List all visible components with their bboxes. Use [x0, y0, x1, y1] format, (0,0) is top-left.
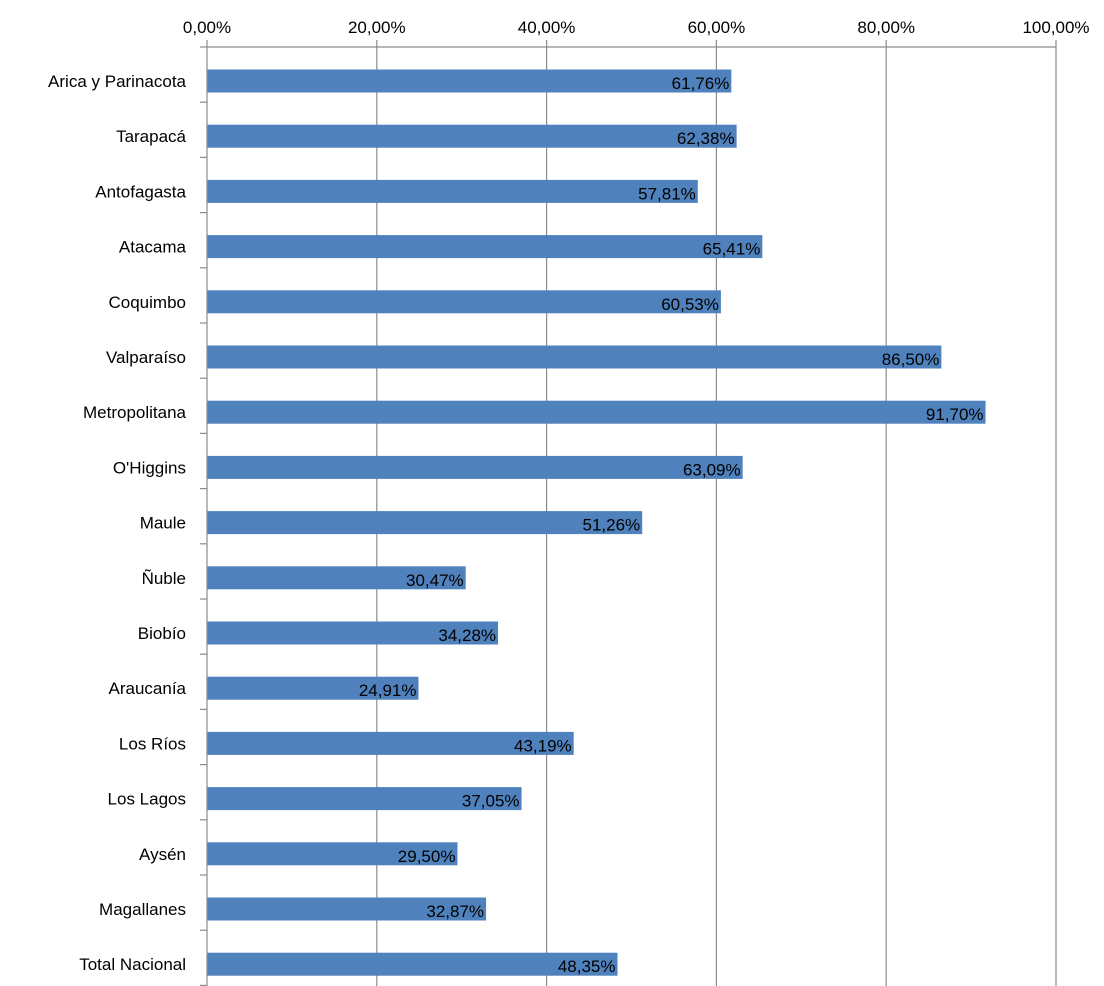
- data-label: 29,50%: [398, 847, 456, 866]
- bar: [207, 400, 986, 424]
- x-tick-label: 100,00%: [1022, 18, 1089, 37]
- data-label: 60,53%: [661, 295, 719, 314]
- bar: [207, 676, 419, 700]
- category-label: Tarapacá: [116, 127, 186, 146]
- category-label: Valparaíso: [106, 348, 186, 367]
- bar: [207, 731, 574, 755]
- bar: [207, 235, 763, 259]
- data-label: 51,26%: [583, 516, 641, 535]
- data-label: 57,81%: [638, 184, 696, 203]
- bar: [207, 124, 737, 148]
- data-label: 65,41%: [703, 240, 761, 259]
- data-label: 62,38%: [677, 129, 735, 148]
- category-label: Los Ríos: [119, 734, 186, 753]
- category-label: Arica y Parinacota: [48, 72, 186, 91]
- category-label: O'Higgins: [113, 458, 186, 477]
- category-label: Magallanes: [99, 900, 186, 919]
- data-label: 86,50%: [882, 350, 940, 369]
- x-tick-label: 0,00%: [183, 18, 231, 37]
- category-label: Aysén: [139, 845, 186, 864]
- bar: [207, 345, 942, 369]
- gridlines: [376, 47, 1057, 986]
- bar: [207, 179, 698, 203]
- x-tick-label: 20,00%: [348, 18, 406, 37]
- category-label: Maule: [140, 514, 186, 533]
- bar: [207, 952, 618, 976]
- bar: [207, 621, 499, 645]
- labels: 0,00% 20,00% 40,00% 60,00% 80,00% 100,00% Aric…: [48, 18, 1090, 976]
- category-label: Araucanía: [109, 679, 187, 698]
- data-label: 34,28%: [438, 626, 496, 645]
- axes: [200, 40, 1057, 986]
- category-label: Coquimbo: [109, 293, 187, 312]
- bar: [207, 787, 522, 811]
- category-label: Total Nacional: [79, 955, 186, 974]
- data-label: 24,91%: [359, 681, 417, 700]
- bar: [207, 290, 721, 314]
- data-label: 63,09%: [683, 460, 741, 479]
- category-label: Ñuble: [142, 569, 186, 588]
- data-label: 91,70%: [926, 405, 984, 424]
- x-tick-label: 80,00%: [857, 18, 915, 37]
- category-label: Los Lagos: [108, 790, 186, 809]
- data-label: 48,35%: [558, 957, 616, 976]
- category-label: Antofagasta: [95, 182, 186, 201]
- x-tick-label: 40,00%: [518, 18, 576, 37]
- bar: [207, 511, 643, 535]
- bars: [207, 69, 986, 976]
- category-label: Metropolitana: [83, 403, 187, 422]
- bar: [207, 897, 487, 921]
- data-label: 30,47%: [406, 571, 464, 590]
- x-tick-label: 60,00%: [688, 18, 746, 37]
- bar: [207, 455, 743, 479]
- bar: [207, 566, 466, 590]
- data-label: 61,76%: [672, 74, 730, 93]
- bar: [207, 69, 732, 93]
- data-label: 32,87%: [426, 902, 484, 921]
- category-label: Atacama: [119, 238, 187, 257]
- data-label: 37,05%: [462, 792, 520, 811]
- bar: [207, 842, 458, 866]
- category-label: Biobío: [138, 624, 186, 643]
- data-label: 43,19%: [514, 736, 572, 755]
